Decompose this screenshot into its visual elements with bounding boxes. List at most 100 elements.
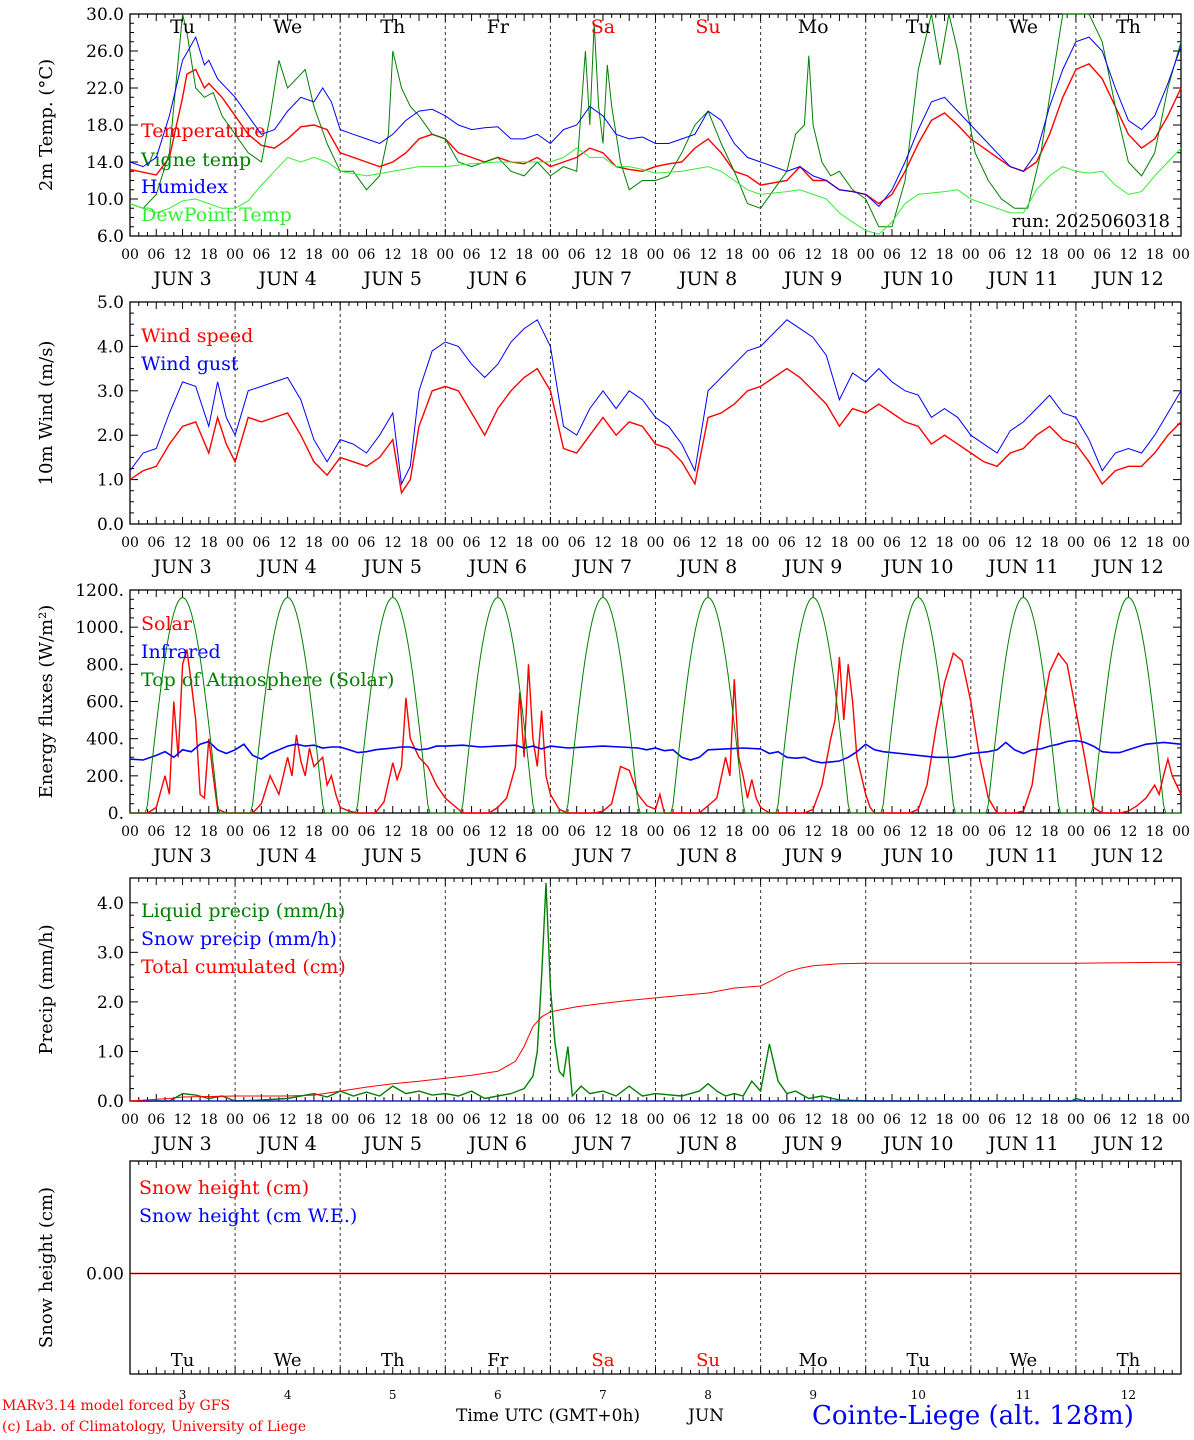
- legend-total-cumulated-cm: Total cumulated (cm): [141, 956, 346, 978]
- y-tick-label: 200.: [86, 767, 124, 787]
- x-hour-label: 18: [515, 1112, 533, 1128]
- x-hour-label: 12: [699, 1112, 717, 1128]
- x-hour-label: 06: [988, 1112, 1006, 1128]
- x-hour-label: 12: [174, 824, 192, 840]
- y-tick-label: 30.0: [86, 5, 124, 25]
- legend-humidex: Humidex: [141, 176, 228, 198]
- x-date-label: JUN 10: [881, 556, 953, 578]
- x-date-label: JUN 4: [256, 268, 316, 290]
- y-tick-label: 1000.: [75, 618, 124, 638]
- day-name-top: Sa: [591, 16, 615, 38]
- x-hour-label: 12: [489, 535, 507, 551]
- x-hour-label: 18: [831, 1112, 849, 1128]
- y-tick-label: 600.: [86, 693, 124, 713]
- x-hour-label: 18: [725, 247, 743, 263]
- x-hour-label: 00: [226, 824, 244, 840]
- day-name-bottom: Th: [381, 1350, 405, 1371]
- x-date-label: JUN 9: [782, 268, 842, 290]
- x-hour-label: 06: [463, 247, 481, 263]
- y-tick-label: 3.0: [97, 382, 124, 402]
- x-hour-label: 18: [936, 535, 954, 551]
- x-hour-label: 06: [673, 247, 691, 263]
- x-hour-label: 00: [857, 247, 875, 263]
- x-hour-label: 00: [647, 247, 665, 263]
- x-hour-label: 06: [147, 247, 165, 263]
- x-hour-label: 12: [909, 824, 927, 840]
- series-dewpoint-temp: [129, 147, 1182, 235]
- day-name-top: Th: [380, 16, 405, 38]
- x-hour-label: 06: [778, 1112, 796, 1128]
- day-number: 4: [284, 1388, 292, 1402]
- y-tick-label: 1.0: [97, 471, 124, 491]
- x-hour-label: 18: [1041, 1112, 1059, 1128]
- x-hour-label: 12: [489, 1112, 507, 1128]
- x-date-label: JUN 12: [1091, 556, 1163, 578]
- x-hour-label: 06: [778, 535, 796, 551]
- x-hour-label: 18: [725, 535, 743, 551]
- x-hour-label: 18: [410, 1112, 428, 1128]
- x-date-label: JUN 10: [881, 845, 953, 867]
- x-hour-label: 18: [1146, 1112, 1164, 1128]
- x-hour-label: 00: [226, 247, 244, 263]
- day-number: 3: [179, 1388, 187, 1402]
- y-tick-label: 1.0: [97, 1042, 124, 1062]
- day-name-bottom: Tu: [171, 1350, 195, 1371]
- x-hour-label: 12: [1120, 247, 1138, 263]
- x-hour-label: 00: [647, 824, 665, 840]
- x-hour-label: 12: [384, 1112, 402, 1128]
- x-hour-label: 12: [1120, 1112, 1138, 1128]
- x-hour-label: 00: [436, 824, 454, 840]
- legend-solar: Solar: [141, 613, 193, 635]
- legend-snow-height-cm: Snow height (cm): [139, 1177, 309, 1199]
- x-hour-label: 12: [909, 535, 927, 551]
- x-hour-label: 00: [541, 535, 559, 551]
- x-hour-label: 00: [1067, 247, 1085, 263]
- x-hour-label: 00: [1172, 1112, 1190, 1128]
- x-hour-label: 18: [200, 1112, 218, 1128]
- x-hour-label: 06: [463, 1112, 481, 1128]
- day-name-top: Tu: [906, 16, 931, 38]
- day-name-bottom: We: [1010, 1350, 1038, 1371]
- x-hour-label: 12: [699, 247, 717, 263]
- y-tick-label: 3.0: [97, 943, 124, 963]
- y-tick-label: 2.0: [97, 993, 124, 1013]
- x-hour-label: 06: [1093, 1112, 1111, 1128]
- x-hour-label: 06: [1093, 247, 1111, 263]
- x-hour-label: 00: [752, 824, 770, 840]
- x-hour-label: 12: [594, 1112, 612, 1128]
- x-hour-label: 00: [331, 247, 349, 263]
- x-date-label: JUN 5: [362, 268, 422, 290]
- x-hour-label: 12: [1014, 824, 1032, 840]
- x-hour-label: 00: [1172, 824, 1190, 840]
- x-hour-label: 00: [1067, 535, 1085, 551]
- x-hour-label: 06: [358, 1112, 376, 1128]
- x-hour-label: 06: [252, 535, 270, 551]
- x-hour-label: 06: [147, 1112, 165, 1128]
- x-hour-label: 00: [647, 535, 665, 551]
- x-date-label: JUN 9: [782, 845, 842, 867]
- x-date-label: JUN 7: [572, 1133, 632, 1155]
- x-hour-label: 18: [831, 824, 849, 840]
- x-hour-label: 06: [883, 824, 901, 840]
- x-hour-label: 00: [857, 824, 875, 840]
- x-hour-label: 06: [883, 247, 901, 263]
- x-hour-label: 18: [1146, 824, 1164, 840]
- x-hour-label: 00: [541, 824, 559, 840]
- x-date-label: JUN 12: [1091, 268, 1163, 290]
- x-hour-label: 00: [226, 1112, 244, 1128]
- x-hour-label: 00: [121, 1112, 139, 1128]
- legend-vigne-temp: Vigne temp: [140, 149, 251, 171]
- day-name-top: Tu: [170, 16, 195, 38]
- x-hour-label: 12: [804, 535, 822, 551]
- x-hour-label: 12: [384, 535, 402, 551]
- x-hour-label: 18: [200, 247, 218, 263]
- x-hour-label: 06: [463, 535, 481, 551]
- x-date-label: JUN 11: [986, 268, 1058, 290]
- series-liquid-precip-mm-h: [130, 882, 1181, 1102]
- x-date-label: JUN 7: [572, 556, 632, 578]
- x-date-label: JUN 8: [677, 845, 737, 867]
- legend-dewpoint-temp: DewPoint Temp: [141, 204, 292, 226]
- y-tick-label: 22.0: [86, 79, 124, 99]
- x-hour-label: 18: [936, 1112, 954, 1128]
